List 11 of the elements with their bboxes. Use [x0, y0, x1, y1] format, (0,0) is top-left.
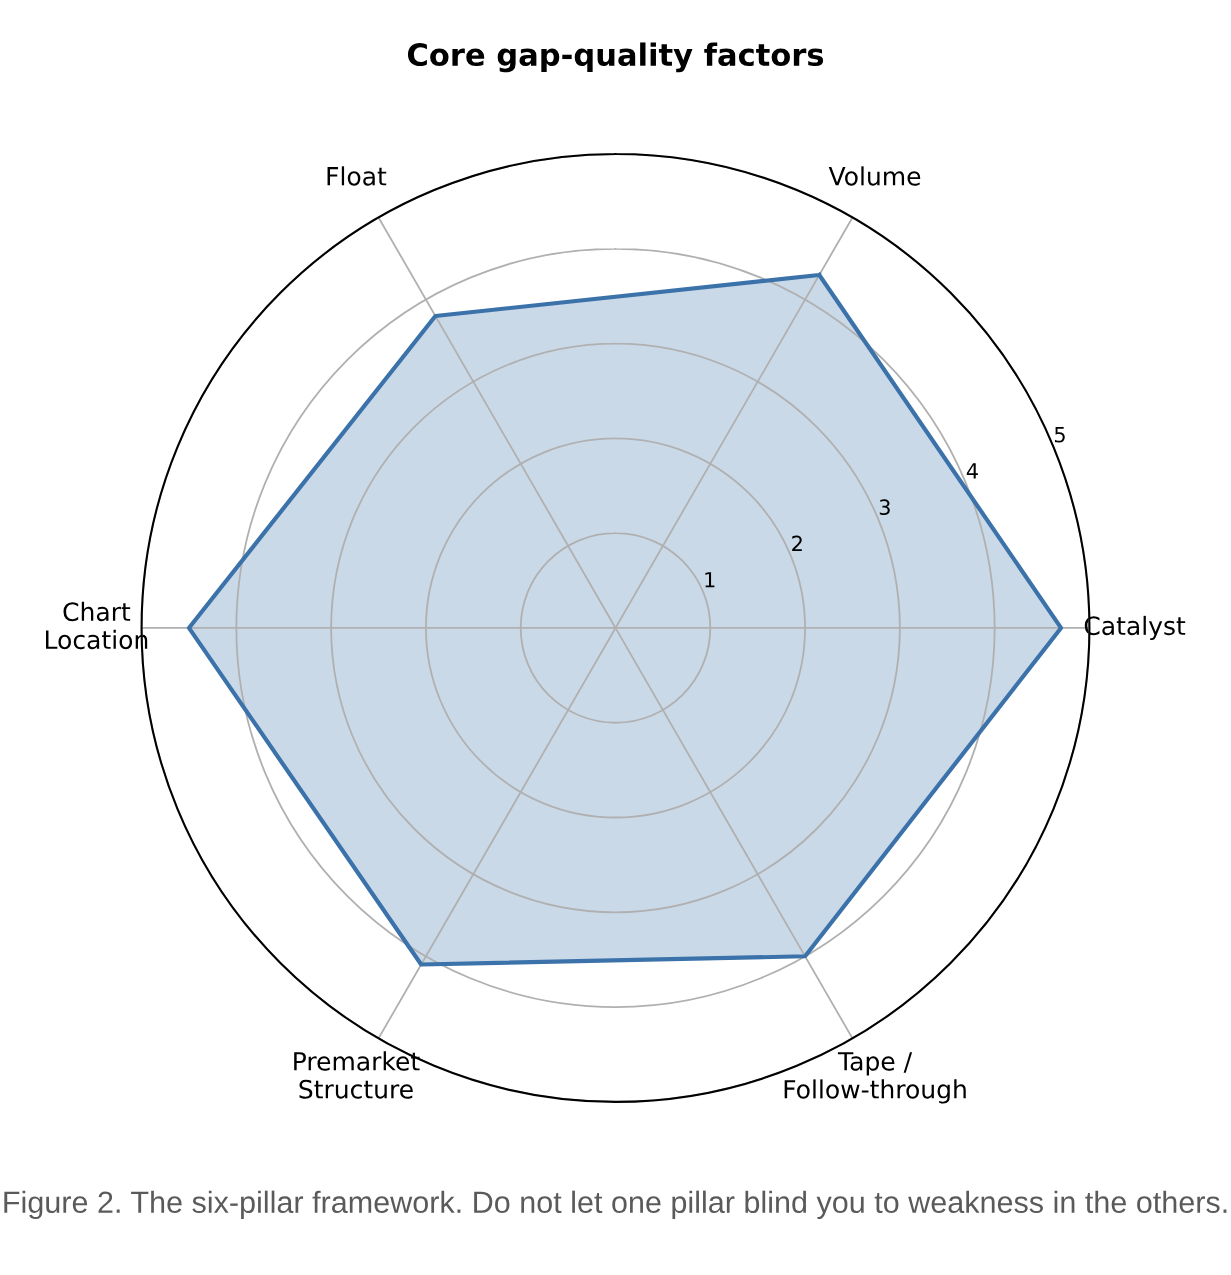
caption: Figure 2. The six-pillar framework. Do not let one pillar blind you to weakness in the others. — [4, 1190, 1227, 1220]
y-tick-label: 5 — [1054, 427, 1065, 443]
spoke-label: Volume — [828, 166, 921, 186]
spoke-label: Premarket Structure — [294, 1051, 420, 1099]
spoke-label: Tape / Follow-through — [784, 1052, 966, 1104]
chart-title: Core gap-quality factors — [407, 42, 824, 73]
spoke-label: Float — [327, 166, 387, 186]
y-tick-label: 4 — [966, 463, 978, 479]
y-tick-label: 2 — [792, 535, 802, 552]
y-tick-label: 3 — [879, 499, 890, 516]
y-tick-label: 1 — [705, 572, 715, 588]
